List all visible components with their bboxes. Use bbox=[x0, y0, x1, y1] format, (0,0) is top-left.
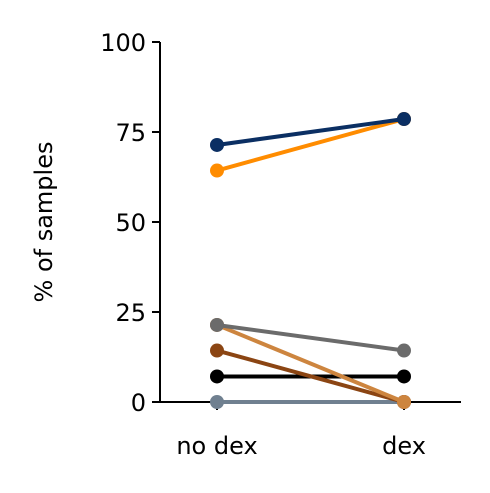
y-axis-title: % of samples bbox=[30, 142, 58, 303]
series-1 bbox=[210, 112, 411, 152]
data-point bbox=[397, 112, 411, 127]
series-line bbox=[215, 117, 406, 147]
data-point bbox=[210, 369, 224, 384]
series-line bbox=[215, 117, 406, 173]
data-point bbox=[210, 317, 224, 332]
y-tick-label: 0 bbox=[131, 389, 146, 417]
data-point bbox=[397, 369, 411, 384]
series-line bbox=[215, 322, 406, 353]
y-tick-label: 100 bbox=[100, 29, 146, 57]
data-point bbox=[210, 343, 224, 358]
y-tick-label: 25 bbox=[115, 299, 146, 327]
data-point bbox=[397, 343, 411, 358]
data-point bbox=[210, 395, 224, 409]
y-tick-label: 75 bbox=[115, 119, 146, 147]
x-tick-label: dex bbox=[382, 432, 426, 460]
data-point bbox=[210, 137, 224, 152]
data-point bbox=[210, 163, 224, 178]
data-point bbox=[397, 395, 411, 409]
series-line bbox=[215, 322, 406, 404]
series-line bbox=[215, 348, 406, 404]
y-tick-label: 50 bbox=[115, 209, 146, 237]
series-3 bbox=[210, 317, 411, 358]
x-tick-label: no dex bbox=[176, 432, 257, 460]
